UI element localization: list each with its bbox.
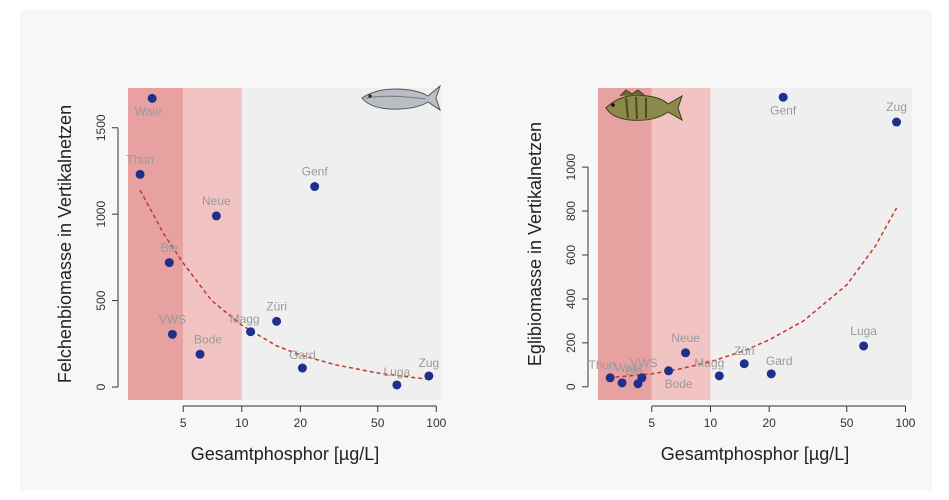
point-label: Thun — [126, 153, 153, 167]
x-tick-label: 100 — [895, 416, 915, 430]
point-label: Bode — [665, 377, 693, 391]
y-tick-label: 400 — [564, 289, 578, 309]
point-label: Magg — [230, 312, 260, 326]
point — [779, 93, 788, 102]
chart: 0500100015005102050100Gesamtphosphor [µg… — [0, 0, 949, 500]
point — [310, 182, 319, 191]
point — [740, 359, 749, 368]
y-axis-title: Eglibiomasse in Vertikalnetzen — [525, 122, 545, 366]
point-label: Genf — [770, 103, 797, 117]
x-tick-label: 50 — [371, 416, 385, 430]
y-tick-label: 500 — [94, 290, 108, 310]
x-tick-label: 20 — [294, 416, 308, 430]
point-label: Thun — [589, 358, 616, 372]
y-tick-label: 0 — [94, 383, 108, 390]
x-tick-label: 50 — [840, 416, 854, 430]
point — [392, 380, 401, 389]
point-label: Bie — [161, 241, 179, 255]
page: {"chart_data": [ {"type": "scatter", "xl… — [0, 0, 949, 500]
point-label: Neue — [202, 194, 231, 208]
y-tick-label: 1000 — [94, 201, 108, 228]
point — [136, 170, 145, 179]
y-tick-label: 200 — [564, 333, 578, 353]
point-label: Magg — [694, 356, 724, 370]
x-tick-label: 5 — [180, 416, 187, 430]
point — [618, 378, 627, 387]
point-label: Zug — [419, 356, 440, 370]
point-label: Luga — [850, 324, 877, 338]
point — [246, 327, 255, 336]
point-label: Genf — [302, 165, 329, 179]
point — [715, 371, 724, 380]
x-axis-title: Gesamtphosphor [µg/L] — [191, 444, 379, 464]
shaded-band — [598, 88, 652, 400]
point — [681, 348, 690, 357]
point — [859, 341, 868, 350]
point — [165, 258, 174, 267]
y-tick-label: 1500 — [94, 114, 108, 141]
y-tick-label: 1000 — [564, 153, 578, 180]
point — [424, 371, 433, 380]
point-label: Zug — [886, 100, 907, 114]
point-label: VWS — [630, 356, 657, 370]
point — [637, 373, 646, 382]
point-label: Züri — [266, 300, 287, 314]
x-tick-label: 5 — [648, 416, 655, 430]
point-label: VWS — [159, 312, 186, 326]
point — [664, 366, 673, 375]
y-axis-title: Felchenbiomasse in Vertikalnetzen — [55, 105, 75, 383]
x-tick-label: 10 — [235, 416, 249, 430]
point-label: Wale — [135, 105, 162, 119]
point — [212, 211, 221, 220]
point-label: Züri — [734, 344, 755, 358]
point — [892, 118, 901, 127]
y-tick-label: 600 — [564, 245, 578, 265]
point — [272, 317, 281, 326]
point — [168, 330, 177, 339]
point-label: Gard — [289, 348, 316, 362]
x-axis-title: Gesamtphosphor [µg/L] — [661, 444, 849, 464]
y-tick-label: 0 — [564, 383, 578, 390]
point-label: Luga — [384, 365, 411, 379]
point-label: Neue — [671, 331, 700, 345]
point — [148, 94, 157, 103]
x-tick-label: 20 — [762, 416, 776, 430]
shaded-band — [183, 88, 242, 400]
point — [196, 350, 205, 359]
x-tick-label: 10 — [704, 416, 718, 430]
point — [767, 369, 776, 378]
y-tick-label: 800 — [564, 201, 578, 221]
x-tick-label: 100 — [426, 416, 446, 430]
point — [606, 373, 615, 382]
point-label: Gard — [766, 354, 793, 368]
point-label: Bode — [194, 332, 222, 346]
point — [298, 364, 307, 373]
